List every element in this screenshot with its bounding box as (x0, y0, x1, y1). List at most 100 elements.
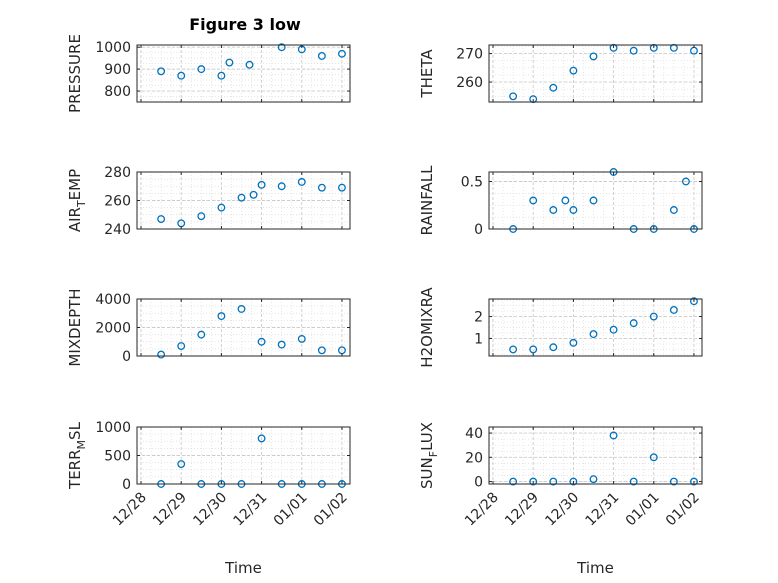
data-point (197, 65, 206, 74)
y-axis-label: H2OMIXRA (418, 287, 436, 368)
y-axis-label: THETA (418, 49, 436, 99)
x-tick-label: 12/28 (110, 490, 150, 530)
data-point (257, 180, 266, 189)
data-point (649, 453, 658, 462)
y-tick-label: 1000 (95, 40, 131, 56)
data-point (569, 66, 578, 75)
y-tick-label: 260 (456, 75, 483, 91)
chart-3: 240 260 280 AIRTEMP (66, 165, 351, 238)
data-point (225, 58, 234, 67)
data-point (549, 477, 558, 486)
data-point (277, 43, 286, 52)
chart-5: 0 2000 4000 MIXDEPTH (66, 288, 351, 367)
y-tick-label: 800 (104, 84, 131, 100)
data-point (237, 305, 246, 313)
y-tick-label: 4000 (95, 292, 131, 308)
data-point (549, 83, 558, 92)
chart-1: 800 900 1000 PRESSURE (66, 34, 351, 113)
data-point (177, 342, 186, 350)
x-tick-label: 12/28 (462, 490, 502, 530)
y-axis-label: PRESSURE (66, 34, 84, 113)
chart-7: 0 500 1000 12/28 12/29 12/30 12/31 01/01 01/02 TE… (66, 420, 351, 577)
data-point (509, 477, 518, 486)
data-point (690, 297, 698, 306)
y-tick-label: 280 (104, 165, 131, 181)
data-point (629, 319, 638, 328)
data-point (529, 345, 538, 354)
chart-4: 0 0.5 RAINFALL (418, 165, 703, 238)
y-tick-label: 500 (104, 449, 131, 465)
data-point (669, 477, 678, 486)
y-tick-label: 0 (122, 477, 131, 493)
data-point (317, 183, 326, 192)
y-tick-label: 0 (474, 222, 483, 238)
data-point (549, 206, 558, 214)
data-point (609, 325, 618, 334)
x-tick-label: 01/01 (623, 490, 663, 530)
y-tick-label: 270 (456, 47, 483, 63)
data-point (257, 337, 266, 346)
data-point (609, 431, 618, 440)
data-point (629, 46, 638, 55)
data-point (157, 215, 166, 223)
data-point (217, 312, 226, 321)
data-point (197, 330, 206, 339)
x-axis-label: Time (224, 559, 262, 577)
y-tick-label: 260 (104, 194, 131, 210)
data-point (317, 346, 326, 355)
data-point (690, 477, 698, 486)
data-point (569, 477, 578, 486)
x-tick-label: 12/30 (190, 490, 230, 530)
data-point (509, 345, 518, 354)
data-point (249, 190, 258, 199)
data-point (257, 434, 266, 443)
y-tick-label: 0 (122, 349, 131, 365)
y-axis-label: AIRTEMP (66, 169, 88, 232)
data-point (297, 334, 306, 343)
y-tick-label: 0.5 (461, 175, 483, 191)
data-point (549, 343, 558, 352)
data-point (317, 52, 326, 60)
data-point (277, 340, 286, 349)
data-point (529, 477, 538, 486)
data-point (589, 475, 598, 484)
chart-2: 260 270 THETA (418, 43, 703, 104)
data-point (197, 212, 206, 221)
y-axis-label: TERRMSL (66, 421, 88, 490)
data-point (569, 338, 578, 347)
x-tick-label: 12/29 (150, 490, 190, 530)
data-point (529, 196, 538, 205)
x-tick-label: 12/29 (502, 490, 542, 530)
data-point (569, 206, 578, 214)
y-tick-label: 240 (104, 222, 131, 238)
x-tick-label: 01/02 (663, 490, 703, 530)
data-point (217, 203, 226, 212)
chart-8: 0 20 40 12/28 12/29 12/30 12/31 01/01 01/02 SUNFL… (418, 422, 703, 577)
y-tick-label: 2 (474, 310, 483, 326)
x-tick-label: 12/31 (231, 490, 271, 530)
x-tick-label: 12/31 (583, 490, 623, 530)
axes-box (136, 44, 351, 103)
data-point (217, 71, 226, 80)
data-point (589, 196, 598, 205)
y-tick-label: 40 (465, 426, 483, 442)
data-point (589, 330, 598, 339)
data-point (649, 312, 658, 321)
y-axis-label: SUNFLUX (418, 422, 440, 489)
y-tick-label: 20 (465, 450, 483, 466)
figure-title: Figure 3 low (189, 15, 301, 34)
data-point (561, 196, 570, 205)
data-point (177, 460, 186, 468)
data-point (177, 71, 186, 80)
data-point (681, 177, 690, 186)
y-axis-label: RAINFALL (418, 165, 436, 236)
data-point (589, 52, 598, 61)
data-point (297, 178, 306, 186)
x-tick-label: 01/01 (271, 490, 311, 530)
data-point (669, 206, 678, 214)
x-axis-label: Time (576, 559, 614, 577)
y-tick-label: 0 (474, 475, 483, 491)
axes-box (488, 171, 703, 230)
data-point (245, 60, 254, 69)
